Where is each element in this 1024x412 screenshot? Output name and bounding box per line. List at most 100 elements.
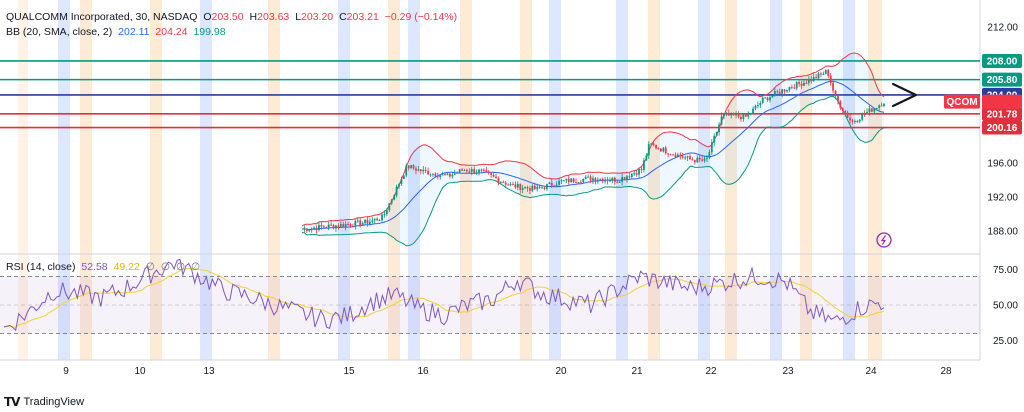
- low-label: L: [295, 11, 302, 23]
- candle-body: [662, 147, 665, 152]
- candle-body: [315, 227, 318, 231]
- candle-body: [487, 171, 490, 174]
- candle-body: [640, 169, 643, 171]
- candle-body: [793, 87, 796, 89]
- candle-body: [572, 178, 575, 183]
- candle-body: [371, 220, 374, 222]
- candle-body: [708, 152, 711, 158]
- level-tag-bg: [982, 72, 1022, 87]
- candle-body: [575, 182, 577, 184]
- session-band-orange: [648, 0, 660, 360]
- candle-body: [519, 183, 522, 190]
- candle-body: [424, 169, 427, 171]
- candle-body: [429, 174, 432, 176]
- price-tick-label: 188.00: [987, 226, 1018, 237]
- candle-body: [854, 121, 856, 123]
- candle-body: [698, 157, 701, 160]
- candle-body: [596, 179, 599, 181]
- candle-body: [407, 165, 410, 169]
- time-tick-label: 24: [865, 366, 877, 377]
- session-bands: [18, 0, 882, 360]
- candle-body: [832, 82, 834, 91]
- horizontal-levels: [0, 60, 980, 129]
- rsi-tick-label: 25.00: [993, 336, 1018, 347]
- candle-body: [618, 181, 621, 183]
- candle-body: [873, 108, 876, 112]
- candle-body: [526, 187, 529, 189]
- candle-body: [376, 218, 379, 221]
- candle-body: [366, 219, 369, 224]
- candle-body: [667, 153, 670, 155]
- candle-body: [841, 107, 844, 112]
- time-tick-label: 16: [417, 366, 429, 377]
- candle-body: [761, 97, 764, 103]
- candle-body: [490, 173, 493, 175]
- candle-body: [434, 173, 437, 177]
- candle-body: [769, 97, 771, 101]
- session-band-blue: [843, 0, 855, 360]
- candle-body: [655, 145, 657, 149]
- session-band-orange: [520, 0, 532, 360]
- level-tag-label: 208.00: [987, 56, 1018, 67]
- symbol-tag-label: QCOM: [946, 97, 977, 108]
- open-value: 203.50: [211, 11, 244, 23]
- candle-body: [822, 73, 825, 75]
- candle-body: [643, 160, 645, 170]
- change-value: −0.29 (−0.14%): [384, 11, 458, 23]
- candle-body: [405, 165, 408, 176]
- candle-body: [723, 113, 725, 117]
- candle-body: [318, 225, 320, 231]
- time-tick-label: 22: [705, 366, 717, 377]
- candle-body: [589, 176, 592, 181]
- candle-body: [783, 89, 786, 92]
- candle-body: [463, 170, 466, 172]
- candle-body: [703, 158, 706, 161]
- candle-body: [778, 91, 781, 94]
- candle-body: [611, 177, 614, 181]
- candle-body: [781, 89, 784, 94]
- candle-body: [419, 169, 422, 172]
- session-band-orange: [150, 0, 162, 360]
- bollinger-fill: [302, 53, 884, 246]
- rsi-tick-label: 75.00: [993, 265, 1018, 276]
- tradingview-brand[interactable]: 𝗧𝗩 TradingView: [4, 395, 84, 409]
- candle-body: [827, 70, 830, 76]
- candle-body: [543, 187, 546, 189]
- high-label: H: [249, 11, 258, 23]
- open-label: O: [203, 11, 212, 23]
- candle-body: [713, 135, 716, 143]
- time-tick-label: 21: [631, 366, 643, 377]
- candle-body: [866, 112, 868, 115]
- candle-body: [883, 103, 885, 107]
- candle-body: [453, 173, 456, 175]
- candle-body: [633, 173, 636, 175]
- candle-body: [638, 169, 640, 175]
- candle-body: [701, 159, 704, 161]
- candle-body: [555, 184, 558, 187]
- candle-body: [446, 173, 449, 176]
- last-price-tag-bg: [982, 94, 1022, 109]
- candle-body: [664, 147, 667, 154]
- candle-body: [657, 148, 660, 150]
- candle-body: [613, 177, 616, 182]
- time-axis: 9 10 13 15 16 20 21 22 23 24 28: [63, 366, 952, 377]
- candle-body: [851, 120, 854, 122]
- candle-body: [536, 186, 539, 190]
- candle-body: [863, 114, 866, 116]
- candle-body: [628, 176, 631, 178]
- candle-body: [478, 169, 480, 173]
- rsi-header: RSI (14, close) 52.58 49.22 ∅ ∅ ∅ ∅: [6, 261, 203, 274]
- candle-body: [674, 154, 677, 158]
- candle-body: [630, 173, 633, 178]
- candle-body: [305, 228, 308, 231]
- candle-body: [320, 225, 323, 227]
- candle-body: [400, 179, 403, 185]
- rsi-value: 52.58: [81, 261, 108, 273]
- candle-body: [422, 169, 425, 172]
- candle-body: [766, 97, 769, 101]
- candle-body: [359, 220, 362, 226]
- rsi-pane: [3, 258, 885, 332]
- lightning-icon[interactable]: [876, 232, 892, 248]
- price-tick-label: 192.00: [987, 192, 1018, 203]
- bb-label: BB (20, SMA, close, 2): [6, 26, 113, 38]
